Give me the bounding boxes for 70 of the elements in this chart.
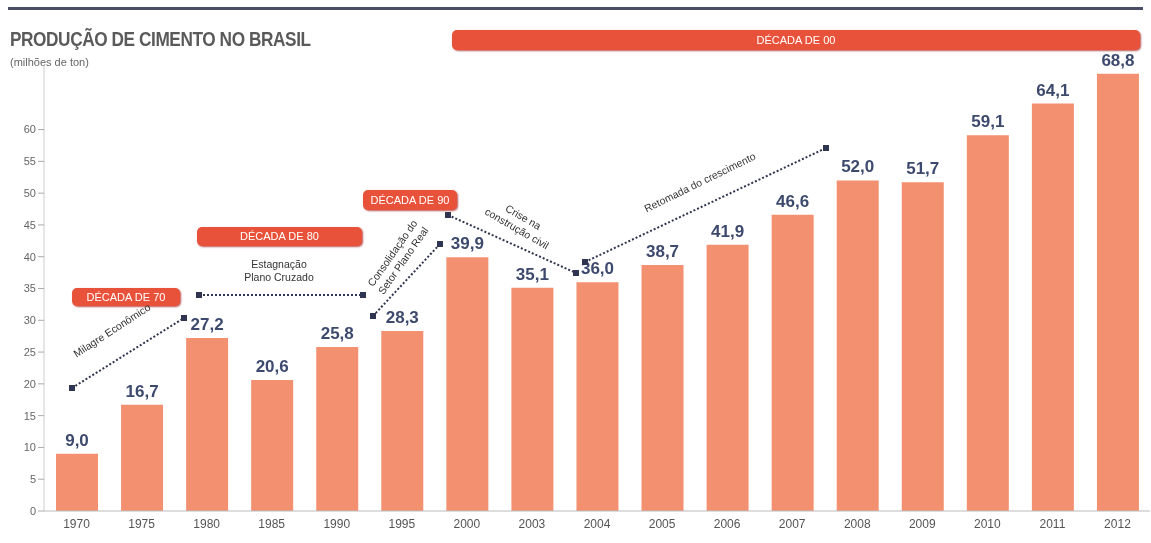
x-tick-label: 2008 <box>843 516 871 531</box>
data-label: 28,3 <box>385 308 419 328</box>
data-label: 46,6 <box>776 191 810 211</box>
chart-title: PRODUÇÃO DE CIMENTO NO BRASIL <box>10 27 311 51</box>
data-label: 25,8 <box>320 323 354 343</box>
data-label: 68,8 <box>1101 50 1135 70</box>
data-label: 38,7 <box>645 241 680 261</box>
x-tick-label: 2007 <box>778 516 806 531</box>
bar <box>251 380 294 511</box>
bar <box>56 453 98 511</box>
y-tick-label: 30 <box>23 314 36 327</box>
x-tick-label: 2010 <box>974 516 1002 531</box>
bar <box>186 338 229 511</box>
y-tick-label: 25 <box>23 345 36 358</box>
data-label: 41,9 <box>711 221 745 241</box>
bar <box>966 135 1009 511</box>
bar <box>446 257 489 511</box>
bar <box>511 287 554 511</box>
bar <box>316 346 359 511</box>
tag: DÉCADA DE 00 <box>452 30 1140 50</box>
bar <box>121 404 164 511</box>
x-tick-label: 1980 <box>193 516 221 531</box>
data-label: 35,1 <box>515 264 549 284</box>
x-tick-label: 2009 <box>908 516 936 531</box>
x-tick-label: 1970 <box>63 516 91 531</box>
chart-subtitle: (milhões de ton) <box>10 56 89 68</box>
bar <box>1096 73 1139 511</box>
y-tick-label: 35 <box>23 282 36 295</box>
y-tick-label: 40 <box>23 250 36 263</box>
y-tick-label: 10 <box>23 441 36 454</box>
x-tick-label: 1990 <box>323 516 351 531</box>
y-tick-label: 0 <box>29 504 36 517</box>
bar <box>771 214 814 511</box>
data-label: 59,1 <box>971 112 1005 132</box>
bar <box>641 264 684 511</box>
data-label: 39,9 <box>450 234 484 254</box>
y-tick-label: 5 <box>29 473 36 486</box>
bar <box>1031 103 1074 511</box>
bar <box>706 244 749 511</box>
x-tick-label: 2012 <box>1104 516 1132 531</box>
data-label: 64,1 <box>1036 80 1070 100</box>
x-tick-label: 2000 <box>453 516 481 531</box>
y-tick-label: 55 <box>23 155 36 168</box>
x-tick-label: 1975 <box>128 516 156 531</box>
x-tick-label: 2003 <box>518 516 546 531</box>
annotation: Estagnação Plano Cruzado <box>244 258 314 284</box>
data-label: 51,7 <box>906 159 940 179</box>
tag: DÉCADA DE 70 <box>72 288 180 306</box>
bar <box>381 331 424 511</box>
data-label: 16,7 <box>125 381 159 401</box>
bar <box>901 182 944 511</box>
data-label: 52,0 <box>841 157 875 177</box>
x-tick-label: 1985 <box>258 516 286 531</box>
y-tick-label: 60 <box>23 123 36 136</box>
tag: DÉCADA DE 90 <box>363 190 457 210</box>
x-tick-label: 2011 <box>1039 516 1066 531</box>
data-label: 20,6 <box>255 357 289 377</box>
bar <box>576 282 619 511</box>
x-tick-label: 2005 <box>648 516 676 531</box>
x-tick-label: 2006 <box>713 516 741 531</box>
y-tick-label: 20 <box>23 377 36 390</box>
y-tick-label: 15 <box>23 409 36 422</box>
y-tick-label: 50 <box>23 187 36 200</box>
data-label: 27,2 <box>190 315 224 335</box>
data-label: 9,0 <box>65 430 89 450</box>
y-tick-label: 45 <box>23 218 36 231</box>
x-tick-label: 2004 <box>583 516 611 531</box>
tag: DÉCADA DE 80 <box>197 227 362 246</box>
x-tick-label: 1995 <box>388 516 416 531</box>
bar <box>836 180 879 511</box>
